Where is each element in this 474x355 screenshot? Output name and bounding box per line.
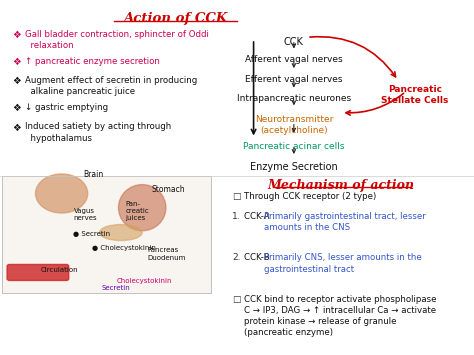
Text: Brain: Brain: [83, 170, 103, 179]
Text: CCK-A :: CCK-A :: [244, 212, 278, 221]
Text: Pan-
creatic
juices: Pan- creatic juices: [126, 201, 149, 220]
Text: Pancreatic acinar cells: Pancreatic acinar cells: [243, 142, 345, 151]
Text: ❖: ❖: [12, 57, 20, 67]
Text: Neurotransmitter
(acetylcholine): Neurotransmitter (acetylcholine): [255, 115, 333, 135]
Text: Pancreatic
Stellate Cells: Pancreatic Stellate Cells: [381, 85, 448, 105]
Text: ❖: ❖: [12, 30, 20, 40]
Text: Augment effect of secretin in producing
  alkaline pancreatic juice: Augment effect of secretin in producing …: [25, 76, 197, 97]
Text: Pancreas: Pancreas: [147, 247, 178, 253]
Text: Secretin: Secretin: [102, 285, 131, 291]
Text: Action of CCK: Action of CCK: [123, 12, 228, 26]
Text: Intrapancreatic neurones: Intrapancreatic neurones: [237, 94, 351, 103]
FancyBboxPatch shape: [2, 176, 211, 293]
Text: Induced satiety by acting through
  hypothalamus: Induced satiety by acting through hypoth…: [25, 122, 171, 143]
Text: ↑ pancreatic enzyme secretion: ↑ pancreatic enzyme secretion: [25, 57, 160, 66]
Text: CCK-B :: CCK-B :: [244, 253, 278, 262]
Text: Vagus
nerves: Vagus nerves: [73, 208, 97, 221]
Ellipse shape: [118, 185, 166, 231]
Text: □: □: [232, 295, 241, 304]
Text: Duodenum: Duodenum: [147, 255, 185, 261]
Text: 2.: 2.: [232, 253, 241, 262]
Text: □: □: [232, 192, 241, 201]
Text: Through CCK receptor (2 type): Through CCK receptor (2 type): [244, 192, 376, 201]
Ellipse shape: [100, 224, 142, 241]
Circle shape: [36, 174, 88, 213]
Text: Circulation: Circulation: [40, 267, 78, 273]
Text: ● Cholecystokinin: ● Cholecystokinin: [92, 245, 156, 251]
Text: ❖: ❖: [12, 76, 20, 86]
Text: Stomach: Stomach: [152, 185, 185, 193]
Text: Mechanism of action: Mechanism of action: [268, 179, 415, 192]
Text: ❖: ❖: [12, 122, 20, 132]
Text: Cholecystokinin: Cholecystokinin: [116, 278, 172, 284]
Text: CCK: CCK: [284, 37, 304, 47]
Text: Primarily CNS, lesser amounts in the
gastrointestinal tract: Primarily CNS, lesser amounts in the gas…: [264, 253, 421, 274]
Text: CCK bind to receptor activate phospholipase
C → IP3, DAG → ↑ intracellular Ca → : CCK bind to receptor activate phospholip…: [244, 295, 437, 337]
FancyBboxPatch shape: [7, 264, 69, 280]
Text: Afferent vagal nerves: Afferent vagal nerves: [245, 55, 343, 64]
Text: ❖: ❖: [12, 103, 20, 113]
Text: Primarily gastrointestinal tract, lesser
amounts in the CNS: Primarily gastrointestinal tract, lesser…: [264, 212, 426, 233]
Text: Gall bladder contraction, sphincter of Oddi
  relaxation: Gall bladder contraction, sphincter of O…: [25, 30, 209, 50]
Text: ● Secretin: ● Secretin: [73, 231, 110, 237]
Text: 1.: 1.: [232, 212, 241, 221]
Text: ↓ gastric emptying: ↓ gastric emptying: [25, 103, 108, 112]
Text: Enzyme Secretion: Enzyme Secretion: [250, 162, 338, 171]
Text: Efferent vagal nerves: Efferent vagal nerves: [245, 75, 343, 83]
